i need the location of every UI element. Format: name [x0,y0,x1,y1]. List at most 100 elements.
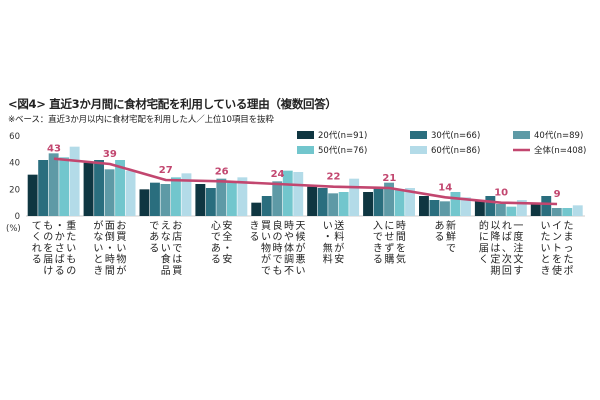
svg-text:時: 時 [273,242,283,254]
svg-text:く: く [32,232,42,243]
svg-text:次: 次 [502,253,512,266]
svg-text:は: は [172,254,182,266]
svg-text:る: る [373,254,383,266]
svg-text:入: 入 [373,221,383,232]
svg-text:店: 店 [172,230,182,243]
svg-text:間: 間 [396,231,406,243]
svg-text:も: も [273,265,283,277]
svg-text:間: 間 [105,265,115,277]
bar-50s [171,177,181,216]
svg-text:品: 品 [161,265,171,277]
y-tick-label: 0 [15,212,20,222]
svg-text:た: た [66,231,76,243]
svg-text:・: ・ [55,221,65,232]
svg-text:な: な [93,231,103,243]
svg-text:る: る [211,254,221,266]
svg-text:降: 降 [490,230,500,243]
bar-60s [293,172,304,216]
legend-swatch [513,131,530,139]
svg-text:候: 候 [296,230,306,243]
bar-20s [530,204,541,216]
svg-text:た: た [564,254,574,266]
svg-text:新: 新 [446,219,456,232]
svg-text:不: 不 [284,266,294,277]
svg-text:・: ・ [323,232,333,243]
svg-text:届: 届 [479,242,489,254]
svg-text:い: い [541,221,551,232]
svg-text:い: い [93,243,103,254]
svg-text:的: 的 [479,219,489,232]
svg-text:度: 度 [513,230,523,243]
bar-30s [38,160,49,216]
legend-swatch [297,131,314,139]
svg-text:を: を [43,242,53,254]
total-data-label: 24 [271,169,285,180]
bar-40s [104,169,115,216]
bar-30s [150,182,160,216]
svg-text:が: が [296,241,306,254]
bar-20s [195,184,206,216]
svg-text:る: る [149,242,159,254]
svg-text:は: は [490,242,500,254]
bar-30s [485,196,496,216]
svg-text:も: も [66,254,76,266]
total-data-label: 22 [326,172,340,183]
total-data-label: 14 [438,182,452,193]
svg-text:も: も [43,220,53,232]
bar-30s [541,196,552,216]
bar-30s [373,188,384,216]
svg-text:い: い [116,243,126,254]
svg-text:す: す [513,265,523,277]
svg-text:・: ・ [105,243,115,254]
svg-text:イ: イ [552,221,562,232]
bar-40s [48,153,59,216]
svg-text:る: る [250,231,260,243]
svg-text:時: 時 [396,220,406,232]
svg-text:購: 購 [384,253,394,266]
svg-text:れ: れ [32,242,42,254]
svg-text:き: き [373,242,383,254]
svg-text:ト: ト [552,243,562,254]
svg-text:全: 全 [222,230,232,243]
bar-50s [562,208,573,216]
bar-20s [419,196,429,216]
bar-40s [328,193,339,216]
legend-swatch [297,146,314,154]
svg-text:時: 時 [284,220,294,232]
legend-label: 30代(n=66) [431,130,480,141]
svg-text:体: 体 [284,242,294,254]
bar-60s [181,173,192,216]
svg-text:る: る [55,265,65,277]
bar-40s [160,184,171,216]
svg-text:の: の [66,266,76,277]
svg-text:で: で [373,232,383,243]
legend-swatch [410,146,427,154]
svg-text:に: に [384,220,394,232]
svg-text:た: た [541,231,551,243]
svg-text:鮮: 鮮 [446,230,456,243]
bar-20s [474,201,485,216]
svg-text:買: 買 [172,265,182,277]
bar-60s [405,188,415,216]
svg-text:使: 使 [552,264,562,277]
svg-text:文: 文 [513,253,523,266]
legend-label: 60代(n=86) [431,145,480,156]
svg-text:き: き [541,265,551,277]
svg-text:い: い [323,221,333,232]
svg-text:・: ・ [222,243,232,254]
svg-text:け: け [43,265,53,277]
legend-swatch [410,131,427,139]
bar-50s [338,192,349,216]
svg-text:買: 買 [116,231,126,243]
svg-text:ず: ず [384,242,394,254]
bar-50s [450,192,461,216]
svg-text:ン: ン [552,232,562,243]
svg-text:や: や [284,231,294,243]
svg-text:安: 安 [222,253,232,266]
svg-text:時: 時 [105,254,115,266]
